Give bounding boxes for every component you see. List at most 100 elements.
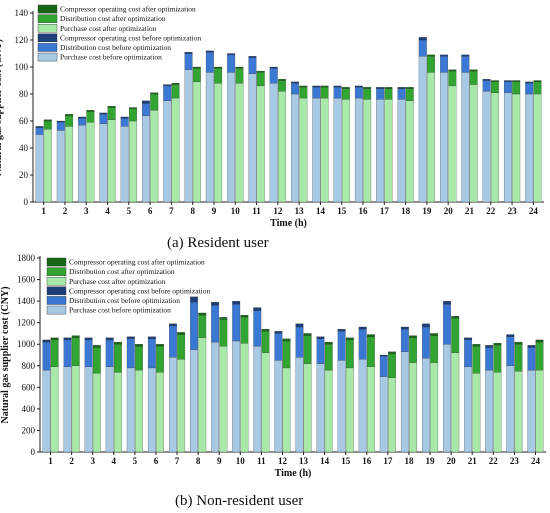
legend-swatch xyxy=(37,14,58,23)
bar-segment xyxy=(128,108,137,122)
x-tick-label: 24 xyxy=(531,456,541,466)
bar-segment xyxy=(240,343,249,453)
bar-segment xyxy=(261,331,270,353)
bar-segment xyxy=(430,362,439,453)
x-tick-label: 17 xyxy=(383,456,393,466)
y-tick-label: 80 xyxy=(19,89,29,99)
bar-segment xyxy=(291,81,299,84)
bar-segment xyxy=(422,323,430,328)
x-tick-label: 18 xyxy=(404,456,414,466)
y-tick-label: 20 xyxy=(19,170,29,180)
bar-segment xyxy=(113,372,122,453)
bar-segment xyxy=(198,337,207,453)
bar-segment xyxy=(63,337,72,341)
bar-segment xyxy=(291,83,299,95)
bar-segment xyxy=(150,110,159,203)
y-tick-label: 400 xyxy=(22,404,36,414)
bar-segment xyxy=(472,373,481,453)
bar-segment xyxy=(400,351,409,453)
bar-segment xyxy=(253,310,262,347)
bar-segment xyxy=(107,107,116,120)
bar-segment xyxy=(291,93,299,203)
bar-segment xyxy=(324,341,333,345)
bar-segment xyxy=(92,373,101,453)
legend-swatch xyxy=(46,257,67,267)
bar-segment xyxy=(303,335,312,364)
bar-segment xyxy=(261,329,270,332)
bar-segment xyxy=(269,68,278,84)
bar-segment xyxy=(190,296,198,303)
bar-segment xyxy=(78,118,87,126)
x-tick-label: 19 xyxy=(422,206,432,216)
bar-segment xyxy=(142,115,150,203)
bar-segment xyxy=(147,336,156,339)
bar-segment xyxy=(535,339,544,343)
bar-segment xyxy=(142,100,150,104)
bar-segment xyxy=(50,366,59,453)
bar-segment xyxy=(261,352,270,453)
bar-segment xyxy=(409,335,417,338)
bar-segment xyxy=(337,331,346,361)
legend-label: Compressor operating cost before optimiz… xyxy=(69,286,210,295)
x-tick-label: 8 xyxy=(196,456,201,466)
bar-segment xyxy=(405,87,414,89)
bar-segment xyxy=(376,87,385,89)
bar-segment xyxy=(337,329,346,332)
bar-segment xyxy=(169,323,177,327)
bar-segment xyxy=(120,126,129,203)
bar-segment xyxy=(366,366,375,453)
bar-segment xyxy=(99,112,108,115)
legend-label: Distribution cost before optimization xyxy=(69,296,180,305)
caption-non-resident: (b) Non-resident user xyxy=(175,493,303,509)
bar-segment xyxy=(461,54,470,57)
bar-segment xyxy=(482,79,491,81)
bar-segment xyxy=(397,99,406,203)
bar-segment xyxy=(126,336,135,339)
y-axis-title: Natural gas supplier cost (CNY) xyxy=(0,39,4,176)
bar-segment xyxy=(503,81,512,93)
bar-segment xyxy=(205,52,214,73)
bar-segment xyxy=(418,39,427,57)
bar-segment xyxy=(63,366,72,453)
bar-segment xyxy=(405,88,414,101)
bar-segment xyxy=(316,336,325,339)
bar-segment xyxy=(248,57,257,74)
bar-segment xyxy=(363,99,372,203)
bar-segment xyxy=(214,66,223,69)
bar-segment xyxy=(269,66,278,69)
bar-segment xyxy=(253,346,262,453)
bar-segment xyxy=(35,134,44,203)
bar-segment xyxy=(169,325,177,358)
bar-segment xyxy=(427,54,435,57)
x-tick-label: 9 xyxy=(212,206,217,216)
x-tick-label: 1 xyxy=(41,206,46,216)
bar-segment xyxy=(128,120,137,203)
bar-segment xyxy=(163,84,172,87)
bar-segment xyxy=(135,369,143,453)
bar-segment xyxy=(299,97,308,203)
x-axis-title: Time (h) xyxy=(275,468,312,479)
bar-segment xyxy=(135,346,143,371)
bar-segment xyxy=(248,56,257,58)
bar-segment xyxy=(227,53,236,55)
bar-segment xyxy=(126,367,135,453)
bar-segment xyxy=(430,333,439,336)
bar-segment xyxy=(448,85,457,203)
bar-segment xyxy=(514,341,523,345)
bar-segment xyxy=(324,369,333,453)
bar-segment xyxy=(366,336,375,367)
bar-segment xyxy=(482,91,491,203)
bar-segment xyxy=(219,317,228,320)
bar-segment xyxy=(150,92,159,95)
legend-swatch xyxy=(37,24,58,33)
bar-segment xyxy=(92,347,101,374)
bar-segment xyxy=(333,97,342,203)
bar-segment xyxy=(443,300,451,305)
bar-segment xyxy=(282,367,291,453)
bar-segment xyxy=(472,344,481,347)
bar-segment xyxy=(227,72,236,203)
bar-segment xyxy=(376,99,385,203)
bar-segment xyxy=(312,97,321,203)
y-tick-label: 0 xyxy=(31,447,36,457)
bar-segment xyxy=(363,88,372,100)
